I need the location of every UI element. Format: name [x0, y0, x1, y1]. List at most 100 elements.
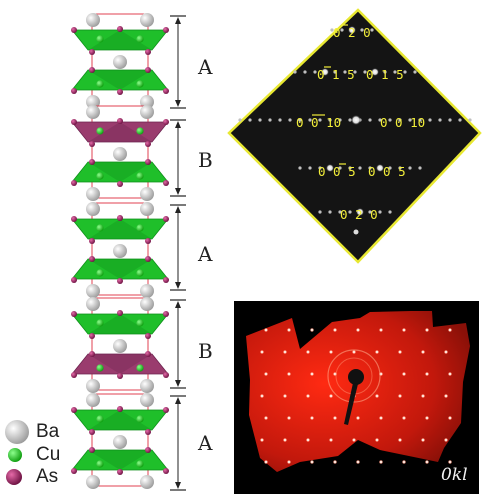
- cu-atom: [96, 35, 104, 43]
- laue-red-region: [246, 311, 470, 472]
- laue-spot: [286, 415, 292, 421]
- tet-layer-bottom-2-shade: [88, 162, 152, 182]
- tet-layer-top-2-face: [71, 121, 169, 143]
- diffraction-spot-strong: [321, 68, 329, 76]
- laue-spot: [378, 327, 384, 333]
- laue-spot: [263, 459, 269, 465]
- diffraction-spot-strong: [371, 68, 379, 76]
- tet-layer-bottom-1: [71, 69, 169, 91]
- laue-spot: [263, 371, 269, 377]
- laue-spot: [282, 393, 288, 399]
- diffraction-spot: [268, 118, 272, 122]
- diffraction-spot: [388, 118, 392, 122]
- as-atom: [145, 351, 151, 357]
- as-atom: [89, 141, 95, 147]
- block-label-5: A: [198, 431, 213, 455]
- ba-atom: [140, 475, 154, 489]
- laue-spot: [282, 437, 288, 443]
- tet-layer-bottom-4-face: [71, 353, 169, 375]
- cu-atom: [96, 460, 104, 468]
- as-atom: [89, 67, 95, 73]
- diffraction-spot: [393, 70, 397, 74]
- block-label-1: A: [198, 55, 213, 79]
- index-020-top: 0 2 0: [333, 25, 371, 40]
- diffraction-spot: [328, 118, 332, 122]
- diffraction-spot: [383, 70, 387, 74]
- diffraction-spot: [370, 28, 374, 32]
- electron-diffraction-pattern: 0 2 0 0 1 5 0 1 5 0 0 10 0 0 10 0 0 5 0 …: [227, 8, 482, 264]
- cu-legend-sphere: [8, 448, 22, 462]
- diffraction-spot: [458, 118, 462, 122]
- laue-spot: [309, 371, 315, 377]
- cu-atom: [96, 80, 104, 88]
- as-atom: [163, 311, 169, 317]
- cu-atom: [96, 415, 104, 423]
- diffraction-spot: [468, 118, 472, 122]
- ba-atom: [86, 379, 100, 393]
- laue-spot: [328, 349, 334, 355]
- diffraction-spot-strong: [356, 208, 364, 216]
- laue-spot: [401, 415, 407, 421]
- diffraction-spot: [363, 70, 367, 74]
- as-atom: [89, 238, 95, 244]
- block-arrow-4: [170, 299, 186, 389]
- as-atom: [145, 159, 151, 165]
- diffraction-spot: [418, 118, 422, 122]
- laue-spot: [305, 349, 311, 355]
- laue-spot: [424, 459, 430, 465]
- as-atom: [163, 468, 169, 474]
- ba-atom: [86, 284, 100, 298]
- ba-atom: [113, 147, 127, 161]
- unit-cell-outline: [91, 202, 149, 296]
- diffraction-spot: [328, 210, 332, 214]
- as-atom: [117, 181, 123, 187]
- laue-spot: [351, 437, 357, 443]
- tet-layer-top-5: [71, 409, 169, 431]
- as-atom: [163, 216, 169, 222]
- cu-atom: [136, 80, 144, 88]
- beam-stop: [348, 369, 364, 385]
- ba-atom: [140, 297, 154, 311]
- ba-atom: [86, 13, 100, 27]
- as-atom: [145, 238, 151, 244]
- as-atom: [71, 216, 77, 222]
- as-atom: [145, 141, 151, 147]
- diffraction-spot: [408, 118, 412, 122]
- diffraction-center-spot: [351, 115, 361, 125]
- laue-spot: [401, 327, 407, 333]
- laue-spot: [309, 327, 315, 333]
- diffraction-spot: [308, 166, 312, 170]
- tet-layer-bottom-5-shade: [88, 450, 152, 470]
- as-atom: [117, 278, 123, 284]
- legend-label-ba: Ba: [36, 421, 60, 442]
- as-atom: [71, 119, 77, 125]
- arrow-head-up: [175, 206, 181, 213]
- laue-ring: [327, 349, 381, 403]
- tet-layer-bottom-5: [71, 449, 169, 471]
- as-atom: [71, 407, 77, 413]
- beam-stop-arm: [344, 383, 358, 425]
- as-atom: [89, 333, 95, 339]
- diffraction-spot: [338, 210, 342, 214]
- structure-block-2: [91, 105, 149, 199]
- arrow-head-down: [175, 380, 181, 387]
- arrow-head-up: [175, 397, 181, 404]
- laue-spot: [443, 349, 449, 355]
- cu-atom: [96, 127, 104, 135]
- as-atom: [117, 89, 123, 95]
- diffraction-spot: [398, 118, 402, 122]
- index-015-right: 0 1 5: [366, 67, 404, 82]
- tet-layer-top-3-face: [71, 218, 169, 240]
- ba-atom: [113, 435, 127, 449]
- diffraction-frame: [227, 8, 482, 264]
- diffraction-spot: [398, 166, 402, 170]
- block-arrow-2: [170, 119, 186, 197]
- ba-atom: [140, 105, 154, 119]
- diffraction-spot: [348, 210, 352, 214]
- unit-cell-outline: [91, 105, 149, 199]
- as-atom: [71, 180, 77, 186]
- tet-layer-bottom-3-shade: [88, 259, 152, 279]
- crystal-structure-stack: [71, 13, 169, 489]
- laue-spot: [420, 393, 426, 399]
